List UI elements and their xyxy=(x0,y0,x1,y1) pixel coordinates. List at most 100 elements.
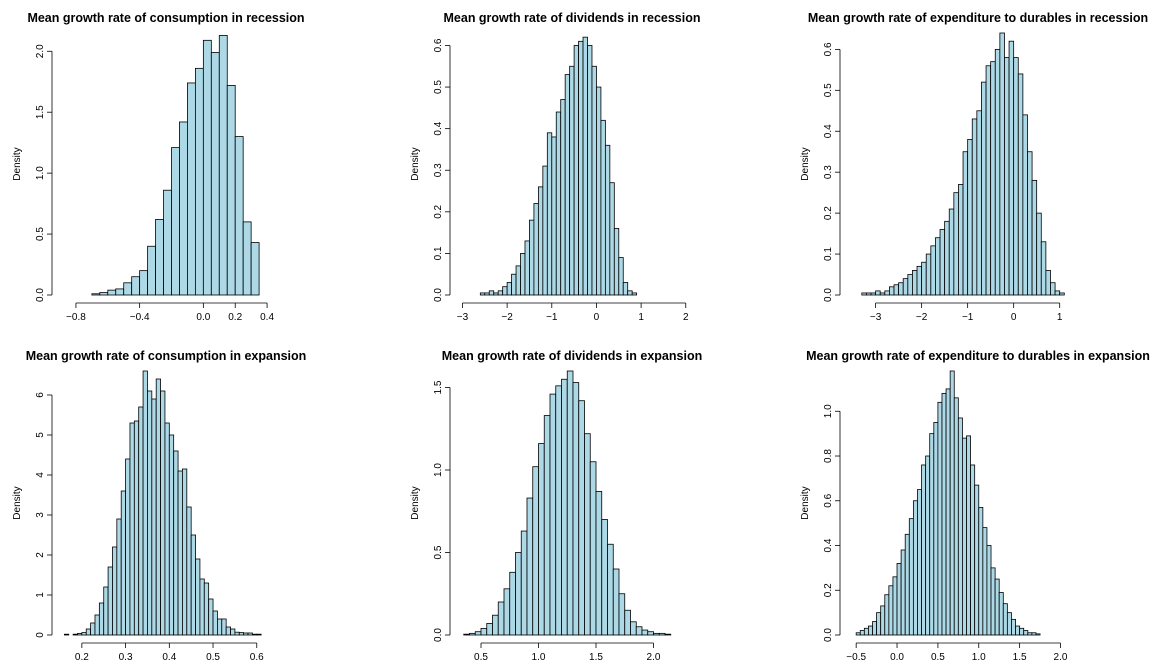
y-tick-label: 1.5 xyxy=(433,380,444,394)
histogram-bar xyxy=(595,491,603,636)
histogram-bar xyxy=(195,558,201,636)
histogram-bar xyxy=(1027,151,1033,296)
histogram-bar xyxy=(618,257,624,296)
y-axis-label: Density xyxy=(410,147,421,180)
histogram-bar xyxy=(543,415,551,636)
histogram-bar xyxy=(902,278,909,296)
histogram-bar xyxy=(123,282,133,296)
histogram-bar xyxy=(247,632,253,636)
y-tick-label: 0.4 xyxy=(823,538,834,552)
histogram-bar xyxy=(112,546,118,636)
histogram-bar xyxy=(125,458,131,636)
histogram-bar xyxy=(186,506,192,636)
histogram-bar xyxy=(941,392,947,636)
histogram-bar xyxy=(551,136,557,296)
x-tick-label: 0.4 xyxy=(162,652,176,663)
histogram-bar xyxy=(107,566,113,636)
x-tick-label: 0 xyxy=(1011,312,1017,323)
histogram-bar xyxy=(569,65,575,296)
histogram-bar xyxy=(503,588,511,636)
y-axis-label: Density xyxy=(12,147,23,180)
histogram-bar xyxy=(990,61,996,296)
histogram-bar xyxy=(664,633,672,636)
histogram-bar xyxy=(1045,270,1051,296)
histogram-bar xyxy=(537,186,544,296)
histogram-panel-5: Mean growth rate of dividends in expansi… xyxy=(410,349,702,663)
histogram-bar xyxy=(967,139,973,296)
histogram-bar xyxy=(103,586,109,636)
histogram-bar xyxy=(957,417,963,636)
histogram-bar xyxy=(218,35,228,296)
histogram-bar xyxy=(474,631,482,636)
histogram-bar xyxy=(861,292,867,296)
histogram-bar xyxy=(529,219,535,296)
histogram-bar xyxy=(572,382,580,636)
histogram-bar xyxy=(81,632,87,636)
y-tick-label: 0.2 xyxy=(823,206,834,220)
histogram-bar xyxy=(925,253,932,296)
histogram-bar xyxy=(202,39,212,296)
histogram-bar xyxy=(859,630,865,636)
x-tick-label: 0.0 xyxy=(890,652,904,663)
histogram-bar xyxy=(63,633,70,636)
histogram-bar xyxy=(609,182,615,296)
histogram-bar xyxy=(945,388,951,636)
histogram-bar xyxy=(502,286,508,296)
histogram-bar xyxy=(1011,618,1016,636)
histogram-bar xyxy=(953,397,959,636)
histogram-bar xyxy=(921,464,927,636)
histogram-bar xyxy=(898,282,904,296)
histogram-bar xyxy=(876,612,882,636)
histogram-bar xyxy=(930,245,936,296)
y-tick-label: 1.5 xyxy=(35,105,46,119)
histogram-bar xyxy=(578,40,584,296)
histogram-bar xyxy=(582,36,588,296)
histogram-bar xyxy=(1054,290,1061,296)
histogram-bar xyxy=(613,228,620,296)
histogram-bar xyxy=(607,543,614,636)
y-tick-label: 0.2 xyxy=(433,204,444,218)
x-tick-label: 0.5 xyxy=(206,652,220,663)
histogram-bar xyxy=(888,585,894,636)
histogram-bar xyxy=(1019,627,1025,636)
histogram-bar xyxy=(578,400,585,636)
x-tick-label: 2 xyxy=(683,312,689,323)
histogram-bar xyxy=(612,568,620,636)
x-tick-label: 0.3 xyxy=(119,652,133,663)
x-tick-label: 1 xyxy=(638,312,644,323)
histogram-bar xyxy=(203,582,210,636)
y-tick-label: 5 xyxy=(35,432,46,438)
histogram-bar xyxy=(155,219,164,296)
histogram-bar xyxy=(212,610,218,636)
histogram-bar xyxy=(242,221,252,296)
chart-title: Mean growth rate of dividends in expansi… xyxy=(442,349,702,363)
histogram-bar xyxy=(958,184,964,296)
histogram-bar xyxy=(622,282,629,296)
y-tick-label: 0.0 xyxy=(35,288,46,302)
histogram-bar xyxy=(893,284,900,296)
histogram-bar xyxy=(647,631,654,636)
histogram-bar xyxy=(177,470,183,636)
x-tick-label: 0.2 xyxy=(228,312,242,323)
histogram-bar xyxy=(884,594,890,636)
histogram-bar xyxy=(538,443,545,636)
histogram-bar xyxy=(234,631,240,636)
histogram-bar xyxy=(555,385,562,636)
y-tick-label: 0.4 xyxy=(823,124,834,138)
y-tick-label: 0.5 xyxy=(433,545,444,559)
histogram-bar xyxy=(935,237,941,296)
histogram-panel-1: Mean growth rate of consumption in reces… xyxy=(12,11,305,323)
histogram-bar xyxy=(493,292,499,296)
histogram-bar xyxy=(221,618,227,636)
y-tick-label: 6 xyxy=(35,392,46,398)
histogram-bar xyxy=(91,293,101,296)
histogram-bar xyxy=(515,552,522,636)
y-tick-label: 0.2 xyxy=(823,583,834,597)
histogram-bar xyxy=(250,242,260,296)
histogram-bar xyxy=(561,378,568,636)
x-tick-label: −0.8 xyxy=(66,312,86,323)
histogram-bar xyxy=(520,253,526,296)
histogram-bar xyxy=(133,420,140,636)
histogram-panel-3: Mean growth rate of expenditure to durab… xyxy=(800,11,1148,323)
